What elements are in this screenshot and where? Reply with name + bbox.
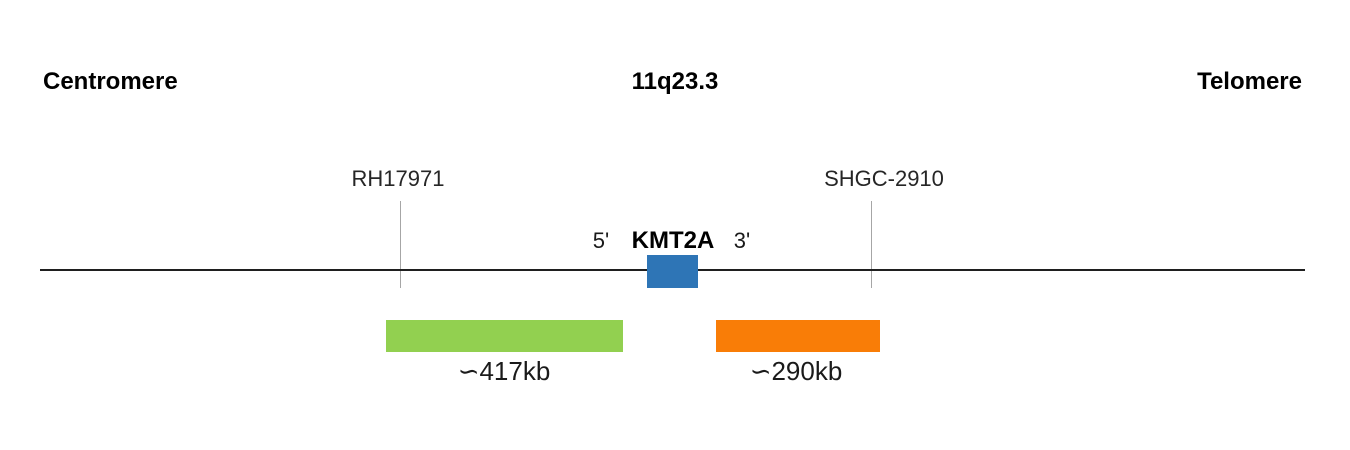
- telomere-label: Telomere: [1197, 68, 1302, 95]
- marker-label-rh17971: RH17971: [351, 166, 445, 191]
- gene-name-label: KMT2A: [631, 227, 715, 254]
- distance-label-290kb: ∽290kb: [749, 356, 843, 386]
- five-prime-label: 5': [592, 228, 610, 253]
- centromeric-distance-bar: [386, 320, 623, 352]
- marker-tick-line-left: [400, 201, 401, 288]
- centromere-label: Centromere: [43, 68, 178, 95]
- region-title: 11q23.3: [631, 68, 719, 95]
- distance-label-417kb: ∽417kb: [457, 356, 551, 386]
- marker-label-shgc-2910: SHGC-2910: [824, 166, 944, 191]
- three-prime-label: 3': [733, 228, 751, 253]
- gene-box: [647, 255, 698, 288]
- marker-tick-line-right: [871, 201, 872, 288]
- telomeric-distance-bar: [716, 320, 880, 352]
